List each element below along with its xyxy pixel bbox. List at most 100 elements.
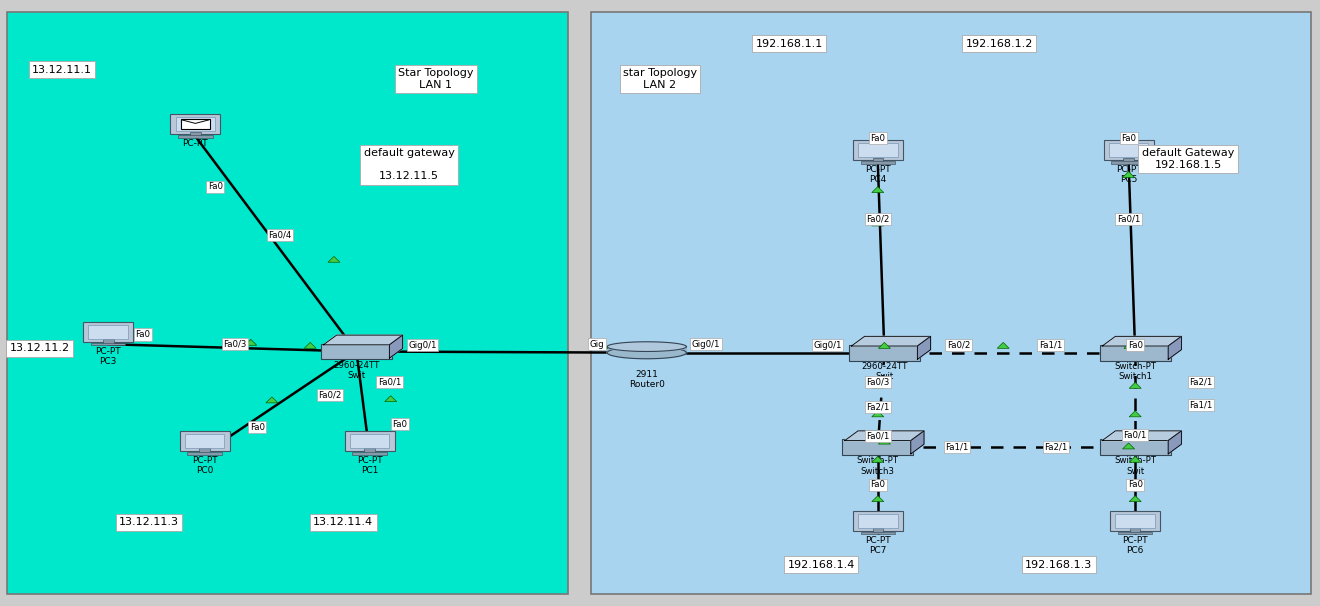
Polygon shape [871, 456, 884, 462]
Polygon shape [1122, 443, 1135, 449]
Text: Fa0/4: Fa0/4 [268, 231, 292, 239]
Polygon shape [389, 335, 403, 358]
Bar [190, 132, 201, 136]
FancyBboxPatch shape [1104, 140, 1154, 160]
FancyBboxPatch shape [849, 345, 920, 361]
FancyBboxPatch shape [1100, 439, 1171, 455]
Text: Fa0/3: Fa0/3 [223, 340, 247, 348]
Polygon shape [376, 381, 389, 387]
Text: Fa0: Fa0 [1127, 481, 1143, 489]
FancyBboxPatch shape [853, 511, 903, 531]
Text: Fa0: Fa0 [392, 420, 408, 428]
Polygon shape [607, 347, 686, 353]
Text: Fa0: Fa0 [1127, 341, 1143, 350]
Text: 13.12.11.2: 13.12.11.2 [9, 344, 70, 353]
Text: Switch-PT
Switch1: Switch-PT Switch1 [1114, 362, 1156, 381]
Polygon shape [878, 438, 891, 444]
FancyBboxPatch shape [181, 119, 210, 129]
Text: 192.168.1.3: 192.168.1.3 [1026, 560, 1092, 570]
Polygon shape [911, 431, 924, 454]
Text: Fa2/1: Fa2/1 [1189, 378, 1213, 386]
Text: Fa0: Fa0 [249, 423, 265, 431]
Polygon shape [323, 335, 403, 345]
FancyBboxPatch shape [842, 439, 913, 455]
Polygon shape [1129, 382, 1142, 388]
Polygon shape [878, 342, 891, 348]
Text: 192.168.1.4: 192.168.1.4 [787, 560, 855, 570]
Polygon shape [1102, 336, 1181, 346]
Text: 13.12.11.1: 13.12.11.1 [32, 65, 92, 75]
Polygon shape [265, 397, 279, 403]
Polygon shape [607, 342, 686, 351]
FancyBboxPatch shape [1115, 514, 1155, 528]
Bar [178, 135, 213, 138]
Polygon shape [1129, 411, 1142, 417]
Text: Gig: Gig [589, 340, 605, 348]
Text: Fa0: Fa0 [870, 481, 886, 489]
Polygon shape [1168, 431, 1181, 454]
Text: Fa0/2: Fa0/2 [318, 391, 342, 399]
Text: star Topology
LAN 2: star Topology LAN 2 [623, 68, 697, 90]
Polygon shape [997, 342, 1010, 348]
Text: Switch-PT
Switch3: Switch-PT Switch3 [857, 456, 899, 476]
FancyBboxPatch shape [1110, 511, 1160, 531]
FancyBboxPatch shape [180, 431, 230, 451]
Text: Gig0/1: Gig0/1 [408, 341, 437, 350]
Text: 2960-24TT
Swit: 2960-24TT Swit [333, 361, 380, 380]
Bar [91, 343, 125, 345]
Text: Fa0: Fa0 [1121, 134, 1137, 142]
Text: Star Topology
LAN 1: Star Topology LAN 1 [397, 68, 474, 90]
Polygon shape [1129, 456, 1142, 462]
Text: Fa0/1: Fa0/1 [378, 378, 401, 386]
Polygon shape [1123, 342, 1137, 348]
Bar [199, 448, 210, 453]
FancyBboxPatch shape [83, 322, 133, 342]
Polygon shape [1122, 171, 1135, 178]
Polygon shape [871, 382, 884, 388]
Text: PC-PT
PC3: PC-PT PC3 [95, 347, 121, 366]
Polygon shape [416, 342, 429, 348]
Bar [861, 161, 895, 164]
FancyBboxPatch shape [1109, 143, 1148, 157]
FancyBboxPatch shape [170, 114, 220, 134]
Text: PC-PT
PC4: PC-PT PC4 [865, 165, 891, 184]
Polygon shape [607, 347, 686, 359]
Text: Switch-PT
Swit: Switch-PT Swit [1114, 456, 1156, 476]
Text: 2911
Router0: 2911 Router0 [628, 370, 665, 389]
Polygon shape [871, 220, 884, 226]
FancyBboxPatch shape [7, 12, 568, 594]
FancyBboxPatch shape [88, 325, 128, 339]
Polygon shape [706, 342, 719, 348]
Text: 13.12.11.4: 13.12.11.4 [313, 518, 374, 527]
Polygon shape [281, 232, 294, 238]
FancyBboxPatch shape [858, 514, 898, 528]
Text: Fa0/2: Fa0/2 [866, 215, 890, 224]
Text: PC-PT
PC5: PC-PT PC5 [1115, 165, 1142, 184]
Polygon shape [871, 496, 884, 502]
Text: Gig0/1: Gig0/1 [692, 340, 721, 348]
FancyBboxPatch shape [350, 434, 389, 448]
Polygon shape [1129, 496, 1142, 502]
Text: 2960-24TT
Swit: 2960-24TT Swit [861, 362, 908, 381]
FancyBboxPatch shape [853, 140, 903, 160]
Bar [364, 448, 375, 453]
Polygon shape [1168, 336, 1181, 359]
Bar [352, 452, 387, 454]
Polygon shape [330, 390, 343, 396]
Text: PC-PT
PC1: PC-PT PC1 [356, 456, 383, 475]
Bar [1130, 528, 1140, 533]
Text: default Gateway
192.168.1.5: default Gateway 192.168.1.5 [1142, 148, 1234, 170]
Text: Fa2/1: Fa2/1 [866, 403, 890, 411]
Text: Fa0: Fa0 [207, 182, 223, 191]
Polygon shape [917, 336, 931, 359]
Polygon shape [851, 336, 931, 346]
Polygon shape [244, 339, 257, 345]
Text: PC-PT
PC0: PC-PT PC0 [191, 456, 218, 475]
Text: PC-PT
PC6: PC-PT PC6 [1122, 536, 1148, 555]
Text: Fa0/1: Fa0/1 [1123, 431, 1147, 439]
Bar [873, 528, 883, 533]
FancyBboxPatch shape [858, 143, 898, 157]
Text: PC-PT
PC7: PC-PT PC7 [865, 536, 891, 555]
Text: Fa0/3: Fa0/3 [866, 378, 890, 386]
Polygon shape [1102, 431, 1181, 441]
